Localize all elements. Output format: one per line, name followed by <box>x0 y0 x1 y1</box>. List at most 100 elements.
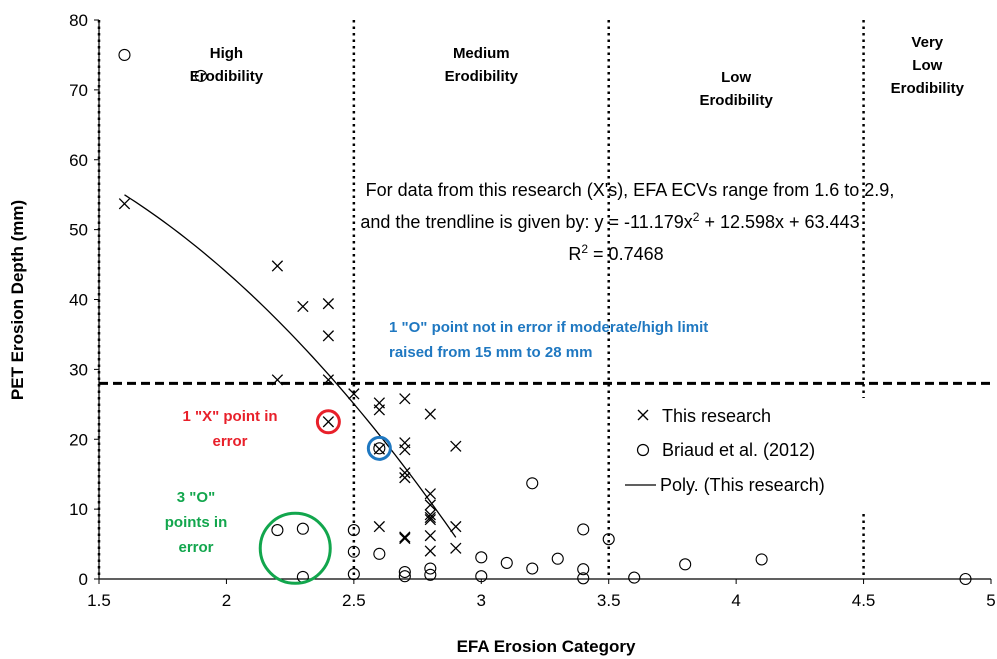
annotation-green-line2: points in <box>165 514 228 531</box>
briaud-point-13 <box>424 568 437 581</box>
this-research-point-16-stroke-b <box>399 467 411 479</box>
trendline-r2: R2 = 0.7468 <box>568 242 663 264</box>
briaud-point-15 <box>475 570 488 583</box>
x-tick-label-5: 4 <box>731 591 740 610</box>
annotation-green-line3: error <box>178 539 213 556</box>
briaud-point-25 <box>679 558 692 571</box>
this-research-point-3 <box>297 300 309 313</box>
highlight-circle-red <box>315 409 341 435</box>
briaud-point-12 <box>424 562 437 575</box>
legend-label-briaud: Briaud et al. (2012) <box>662 440 815 460</box>
briaud-point-23 <box>602 533 615 546</box>
this-research-point-19-stroke-b <box>399 532 411 545</box>
x-tick-label-4: 3.5 <box>597 591 621 610</box>
this-research-point-16 <box>399 467 411 479</box>
highlight-circles <box>258 409 392 585</box>
this-research-point-17 <box>399 472 411 484</box>
briaud-point-7 <box>347 568 360 581</box>
this-research-point-27 <box>424 545 436 557</box>
this-research-point-10 <box>373 404 386 416</box>
this-research-point-1 <box>271 260 284 272</box>
briaud-point-27 <box>959 572 972 586</box>
annotation-blue-line2: raised from 15 mm to 28 mm <box>389 344 592 361</box>
region-labels: High Erodibility Medium Erodibility Low Erodi… <box>190 34 965 109</box>
this-research-point-5-stroke-b <box>322 330 335 342</box>
briaud-point-9 <box>373 547 386 560</box>
this-research-point-13-stroke-b <box>399 393 411 405</box>
y-tick-label-4: 40 <box>69 291 88 310</box>
this-research-point-23-stroke-b <box>424 509 436 521</box>
briaud-point-26 <box>755 553 768 566</box>
region-label-3-line-2: Erodibility <box>891 80 965 97</box>
y-tick-label-6: 60 <box>69 151 88 170</box>
briaud-point-24 <box>628 571 641 584</box>
region-label-1-line-0: Medium <box>453 45 510 62</box>
this-research-point-20-stroke-b <box>424 408 436 420</box>
this-research-point-30-stroke-b <box>450 542 462 554</box>
highlight-circle-green <box>258 511 332 585</box>
briaud-point-1 <box>194 69 207 82</box>
legend-x-marker <box>637 409 649 421</box>
briaud-point-20 <box>577 523 590 536</box>
this-research-point-25 <box>424 513 436 526</box>
this-research-point-11-stroke-b <box>373 443 386 455</box>
annotation-green: 3 "O" points in error <box>165 489 228 556</box>
x-tick-label-3: 3 <box>477 591 486 610</box>
briaud-point-0 <box>118 48 131 61</box>
briaud-point-22 <box>577 572 590 585</box>
legend-label-poly: Poly. (This research) <box>660 475 825 495</box>
this-research-point-1-stroke-b <box>271 260 284 272</box>
annotation-red: 1 "X" point in error <box>182 408 277 450</box>
this-research-point-4-stroke-b <box>322 298 335 310</box>
y-tick-label-0: 0 <box>79 570 88 589</box>
region-label-3-line-1: Low <box>912 57 942 74</box>
this-research-point-26-stroke-b <box>424 530 436 542</box>
briaud-point-3 <box>296 522 309 535</box>
trendline-equation: For data from this research (X's), EFA E… <box>360 180 894 264</box>
this-research-point-29 <box>450 520 462 533</box>
y-tick-label-1: 10 <box>69 500 88 519</box>
y-tick-label-8: 80 <box>69 11 88 30</box>
briaud-point-8 <box>373 442 386 455</box>
y-tick-label-3: 30 <box>69 360 88 379</box>
annotation-red-line1: 1 "X" point in <box>182 408 277 425</box>
briaud-point-14 <box>475 551 488 564</box>
this-research-point-6-stroke-b <box>322 374 335 386</box>
legend-o-marker <box>636 443 650 457</box>
briaud-point-18 <box>526 562 539 575</box>
region-label-1-line-1: Erodibility <box>445 68 519 85</box>
this-research-point-6 <box>322 374 335 386</box>
this-research-point-22 <box>424 499 436 511</box>
trendline-text-line1: For data from this research (X's), EFA E… <box>366 180 895 200</box>
y-tick-label-7: 70 <box>69 81 88 100</box>
this-research-point-21 <box>424 488 436 500</box>
y-axis-ticks: 0 10 20 30 40 50 60 70 80 <box>69 11 99 589</box>
x-tick-label-6: 4.5 <box>852 591 876 610</box>
this-research-point-28-stroke-b <box>450 440 462 452</box>
y-tick-label-5: 50 <box>69 221 88 240</box>
this-research-point-25-stroke-b <box>424 513 436 526</box>
this-research-point-11 <box>373 443 386 455</box>
this-research-point-2-stroke-b <box>271 374 284 386</box>
y-axis-title: PET Erosion Depth (mm) <box>8 200 27 400</box>
x-axis-title: EFA Erosion Category <box>457 637 636 656</box>
region-label-0-line-0: High <box>210 45 243 62</box>
this-research-point-28 <box>450 440 462 452</box>
x-tick-label-0: 1.5 <box>87 591 111 610</box>
this-research-point-0-stroke-b <box>118 198 131 210</box>
briaud-point-10 <box>398 565 411 579</box>
annotation-blue-line1: 1 "O" point not in error if moderate/hig… <box>389 319 708 336</box>
this-research-point-8-stroke-b <box>348 388 360 400</box>
this-research-point-15-stroke-b <box>399 444 411 456</box>
this-research-point-13 <box>399 393 411 405</box>
x-tick-label-7: 5 <box>986 591 995 610</box>
briaud-point-6 <box>347 545 360 558</box>
x-axis-ticks: 1.5 2 2.5 3 3.5 4 4.5 5 <box>87 579 996 610</box>
trendline <box>124 194 457 538</box>
this-research-point-26 <box>424 530 436 542</box>
this-research-point-29-stroke-b <box>450 520 462 533</box>
this-research-point-21-stroke-b <box>424 488 436 500</box>
this-research-point-7 <box>322 416 335 428</box>
region-label-0-line-1: Erodibility <box>190 68 264 85</box>
legend: This research Briaud et al. (2012) Poly.… <box>618 398 901 510</box>
